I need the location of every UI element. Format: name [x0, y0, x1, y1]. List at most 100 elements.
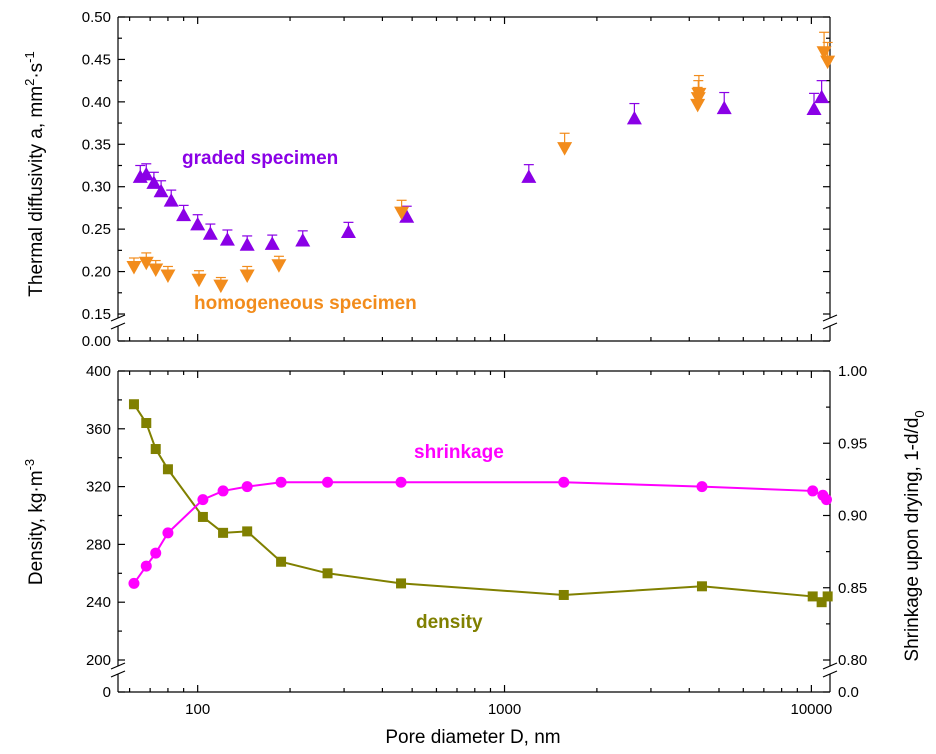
shrinkage-point [162, 527, 174, 539]
shrinkage-point [128, 577, 140, 589]
bottom-right-y-axis-label-sub: 0 [912, 410, 927, 417]
bottom-left-y-axis-label-text: Density, kg·m [26, 470, 47, 585]
top-y-axis-label-sup1: 2 [22, 79, 37, 86]
density-point [396, 578, 407, 589]
density-point [197, 511, 208, 522]
shrinkage-point [217, 485, 229, 497]
annotation-graded-specimen: graded specimen [182, 148, 338, 169]
homogeneous-point [213, 279, 229, 294]
top-y-axis-label-text: Thermal diffusivity a, mm [26, 86, 47, 297]
graded-point [190, 216, 206, 231]
right-y-tick-label: 0.95 [838, 435, 867, 452]
homogeneous-point [138, 256, 154, 271]
top-right-break-mark-a [822, 314, 838, 322]
bottom-panel-density-shrinkage: 100 1000 10000 0 200 240 280 320 360 400 0.0 0.80 0.… [86, 363, 867, 718]
homogeneous-point [239, 269, 255, 283]
density-point [558, 589, 569, 600]
homogeneous-point [557, 142, 573, 156]
left-y-tick-label: 0 [103, 684, 111, 701]
bottom-right-y-axis-label: Shrinkage upon drying, 1-d/d0 [902, 410, 927, 661]
top-y-tick-label: 0.35 [82, 136, 111, 153]
graded-point [521, 169, 537, 183]
graded-point [153, 183, 169, 198]
top-y-tick-label: 0.00 [82, 333, 111, 350]
left-y-tick-label: 280 [86, 536, 111, 553]
density-point [218, 527, 229, 538]
top-y-tick-label: 0.25 [82, 221, 111, 238]
left-y-tick-label: 240 [86, 594, 111, 611]
density-point [816, 597, 827, 608]
shrinkage-point [696, 481, 708, 493]
x-tick-label: 10000 [791, 701, 833, 718]
shrinkage-point [275, 476, 287, 488]
graded-point [806, 101, 822, 115]
bottom-left-break-mark-a [110, 662, 126, 670]
homogeneous-point [271, 259, 287, 273]
shrinkage-point [558, 476, 570, 488]
top-y-tick-label: 0.50 [82, 9, 111, 26]
density-point [162, 464, 173, 475]
top-y-tick-label: 0.45 [82, 51, 111, 68]
density-point [696, 581, 707, 592]
homogeneous-point [691, 87, 707, 102]
right-y-tick-label: 0.85 [838, 580, 867, 597]
top-y-tick-label: 0.15 [82, 306, 111, 323]
graded-point [295, 233, 311, 247]
graded-point [138, 166, 154, 181]
density-point [276, 556, 287, 567]
bottom-right-break-mark-a [822, 662, 838, 670]
x-axis-label: Pore diameter D, nm [385, 727, 560, 748]
left-y-tick-label: 200 [86, 652, 111, 669]
bottom-right-y-axis-label-text: Shrinkage upon drying, 1-d/d [902, 418, 923, 662]
left-y-tick-label: 400 [86, 363, 111, 380]
x-tick-label: 100 [185, 701, 210, 718]
top-right-break-mark-b [822, 322, 838, 330]
shrinkage-point [140, 560, 152, 572]
top-left-break-mark-a [110, 314, 126, 322]
top-y-axis-label-sup2: -1 [22, 51, 37, 63]
shrinkage-point [807, 485, 819, 497]
graded-point [814, 89, 830, 104]
shrinkage-point [197, 494, 209, 506]
top-y-tick-label: 0.40 [82, 94, 111, 111]
top-y-axis-label: Thermal diffusivity a, mm2·s-1 [22, 51, 47, 296]
top-left-break-mark-b [110, 322, 126, 330]
density-point [807, 591, 818, 602]
homogeneous-point [820, 55, 836, 70]
density-point [150, 444, 161, 455]
density-point [128, 399, 139, 410]
density-point [822, 591, 833, 602]
homogeneous-point [690, 98, 706, 113]
shrinkage-point [395, 476, 407, 488]
graded-point [626, 110, 642, 125]
annotation-homogeneous-specimen: homogeneous specimen [194, 293, 417, 314]
homogeneous-point [394, 206, 410, 221]
homogeneous-point [191, 273, 207, 288]
bottom-left-break-mark-b [110, 670, 126, 678]
left-y-tick-label: 320 [86, 479, 111, 496]
annotation-density: density [416, 612, 483, 633]
homogeneous-point [126, 260, 142, 275]
bottom-left-y-axis-label-sup: -3 [22, 459, 37, 471]
graded-point [202, 226, 218, 240]
graded-point [399, 209, 415, 223]
left-y-tick-label: 360 [86, 421, 111, 438]
graded-point [716, 100, 732, 115]
graded-point [176, 207, 192, 222]
shrinkage-point [150, 547, 162, 559]
graded-point [264, 236, 280, 250]
right-y-tick-label: 0.90 [838, 508, 867, 525]
annotation-shrinkage: shrinkage [414, 442, 504, 463]
shrinkage-point [322, 476, 334, 488]
bottom-right-break-mark-b [822, 670, 838, 678]
density-point [242, 526, 253, 537]
graded-point [219, 232, 235, 246]
density-point [322, 568, 333, 579]
right-y-tick-label: 1.00 [838, 363, 867, 380]
graded-point [163, 193, 179, 207]
top-y-axis-label-dot: ·s [26, 63, 47, 79]
graded-point [239, 237, 255, 251]
homogeneous-point [148, 263, 164, 278]
